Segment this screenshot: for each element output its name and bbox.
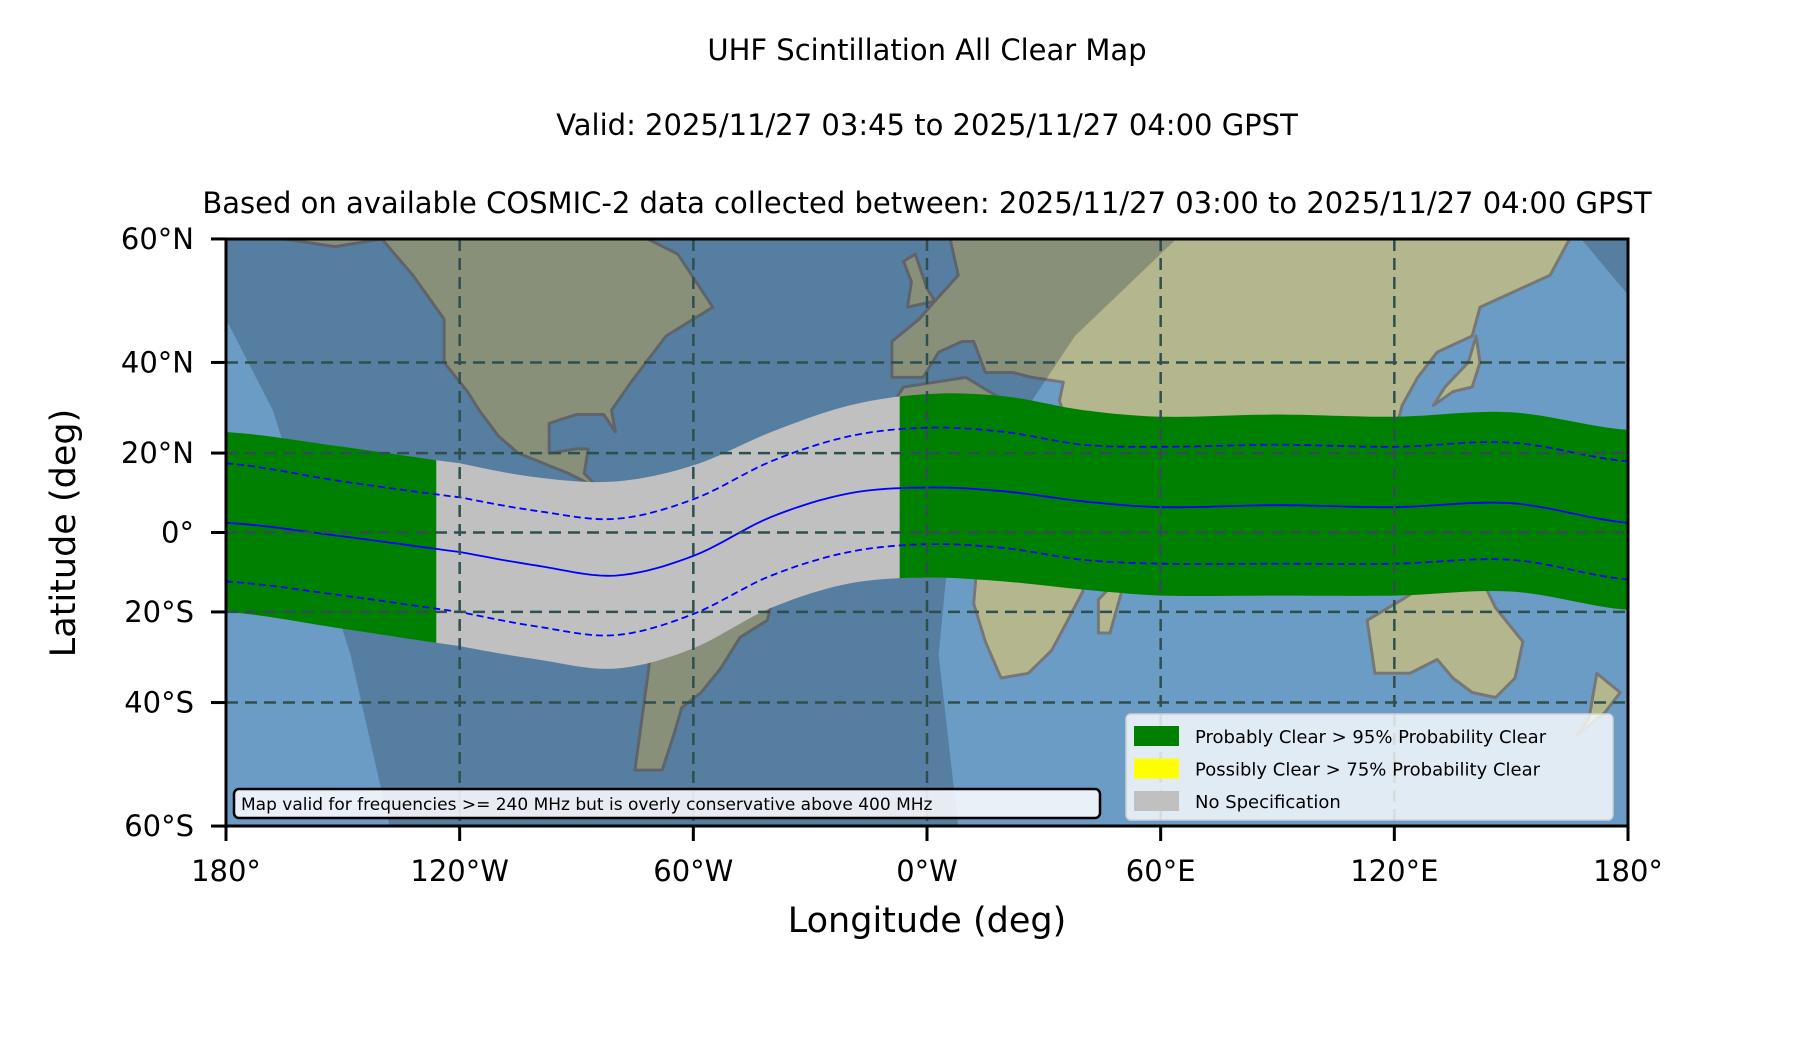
legend-swatch <box>1134 758 1179 779</box>
band-segment-probably-clear <box>226 432 437 643</box>
y-tick-label: 20°S <box>124 595 194 629</box>
x-tick-label: 120°E <box>1350 854 1438 888</box>
x-tick-label: 120°W <box>410 854 509 888</box>
x-tick-label: 0°W <box>896 854 958 888</box>
legend-swatch <box>1134 791 1179 811</box>
frequency-note-box: Map valid for frequencies >= 240 MHz but… <box>232 787 1102 820</box>
data-collection-period: Based on available COSMIC-2 data collect… <box>202 186 1652 220</box>
night-region-east <box>1581 239 1628 295</box>
y-axis-label: Latitude (deg) <box>44 409 84 657</box>
legend-label: Possibly Clear > 75% Probability Clear <box>1195 760 1541 781</box>
legend-label: Probably Clear > 95% Probability Clear <box>1195 727 1547 748</box>
x-tick-label: 180° <box>191 854 261 888</box>
y-tick-label: 40°N <box>121 345 194 379</box>
x-tick-label: 180° <box>1593 854 1663 888</box>
legend-label: No Specification <box>1195 792 1341 813</box>
valid-period: Valid: 2025/11/27 03:45 to 2025/11/27 04… <box>556 108 1298 142</box>
x-tick-label: 60°E <box>1126 854 1196 888</box>
land-japan <box>1431 334 1482 407</box>
map-plot-area <box>226 239 1628 826</box>
frequency-note: Map valid for frequencies >= 240 MHz but… <box>241 795 933 815</box>
x-axis-ticks: 180° 120°W 60°W 0°W 60°E 120°E 180° <box>191 826 1663 888</box>
land-great-britain <box>902 252 937 309</box>
y-tick-label: 60°N <box>121 222 194 256</box>
x-axis-label: Longitude (deg) <box>788 901 1066 941</box>
y-tick-label: 0° <box>161 516 194 550</box>
legend-swatch <box>1134 726 1179 746</box>
x-tick-label: 60°W <box>653 854 733 888</box>
figure-title: UHF Scintillation All Clear Map <box>707 33 1146 67</box>
land-north-america <box>282 239 715 503</box>
legend: Probably Clear > 95% Probability Clear Po… <box>1125 713 1614 821</box>
y-tick-label: 60°S <box>124 809 194 843</box>
y-tick-label: 20°N <box>121 436 194 470</box>
band-segment-probably-clear <box>899 393 1628 610</box>
y-axis-ticks: 60°N 40°N 20°N 0° 20°S 40°S 60°S <box>121 222 226 843</box>
y-tick-label: 40°S <box>124 686 194 720</box>
grid-lines <box>226 239 1628 826</box>
